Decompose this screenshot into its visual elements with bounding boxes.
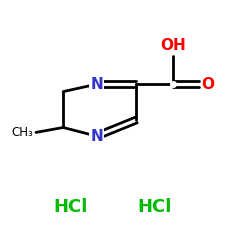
Text: CH₃: CH₃: [12, 126, 34, 139]
Text: OH: OH: [160, 38, 186, 53]
Text: N: N: [90, 77, 103, 92]
Text: O: O: [202, 77, 215, 92]
Text: HCl: HCl: [54, 198, 88, 216]
Text: HCl: HCl: [138, 198, 172, 216]
Text: N: N: [90, 128, 103, 144]
